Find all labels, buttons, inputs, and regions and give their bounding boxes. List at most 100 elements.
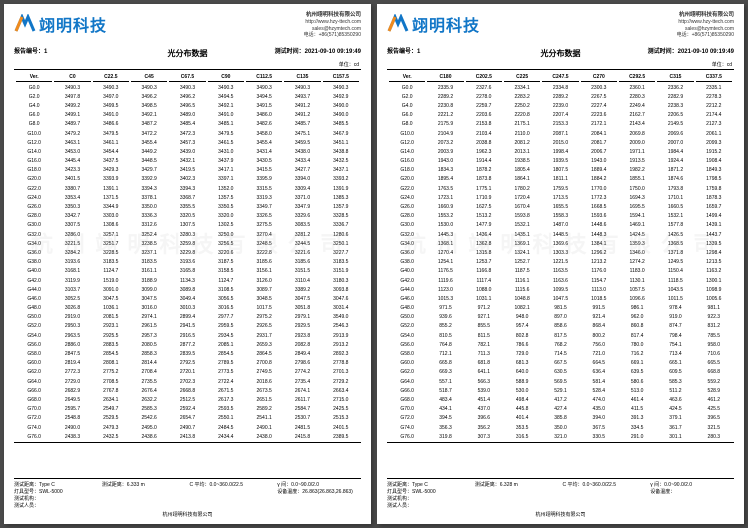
cell: 669.3 xyxy=(427,369,463,376)
cell: 2974.1 xyxy=(131,314,167,321)
cell: 868.4 xyxy=(581,323,617,330)
cell: 411.5 xyxy=(619,406,655,413)
col-header: C0 xyxy=(54,72,90,82)
table-row: G26.01660.91627.51670.41655.51668.51695.… xyxy=(389,203,732,210)
cell: 2702.3 xyxy=(169,378,205,385)
cell: 712.1 xyxy=(427,350,463,357)
cell: 2335.1 xyxy=(696,84,732,91)
cell: G66.0 xyxy=(389,387,425,394)
table-row: G20.01895.41873.81864.11811.11884.21855.… xyxy=(389,176,732,183)
cell: 391.3 xyxy=(619,415,655,422)
cell: 1005.6 xyxy=(696,295,732,302)
cell: G22.0 xyxy=(16,185,52,192)
cell: G2.0 xyxy=(389,93,425,100)
logo-text: 翊明科技 xyxy=(39,12,107,36)
cell: 461.4 xyxy=(619,396,655,403)
cell: 1668.5 xyxy=(581,203,617,210)
footer-item: 测试人员： xyxy=(387,502,471,509)
cell: G54.0 xyxy=(16,332,52,339)
cell: 831.2 xyxy=(696,323,732,330)
cell: 3320.0 xyxy=(208,213,244,220)
cell: 2775.2 xyxy=(93,369,129,376)
cell: 2649.5 xyxy=(54,396,90,403)
cell: 811.5 xyxy=(466,332,502,339)
cell: 1874.6 xyxy=(657,176,693,183)
cell: 786.6 xyxy=(504,341,540,348)
table-row: G66.02682.92767.82676.42668.82671.52673.… xyxy=(16,387,359,394)
cell: 919.0 xyxy=(657,314,693,321)
cell: 2175.9 xyxy=(427,121,463,128)
cell: 3221.5 xyxy=(54,240,90,247)
table-row: G14.02003.91962.32013.11998.42006.71971.… xyxy=(389,148,732,155)
footer-item: 测试机构： xyxy=(387,495,471,502)
table-row: G64.0557.1566.3588.9569.5581.4580.6585.3… xyxy=(389,378,732,385)
cell: G40.0 xyxy=(389,268,425,275)
company-name: 杭州翊明科技有限公司 xyxy=(677,12,734,19)
cell: G4.0 xyxy=(389,102,425,109)
cell: 1798.5 xyxy=(696,176,732,183)
cell: 1115.6 xyxy=(504,286,540,293)
cell: 2238.3 xyxy=(657,102,693,109)
cell: G12.0 xyxy=(16,139,52,146)
cell: 3220.6 xyxy=(208,249,244,256)
cell: 2174.4 xyxy=(696,112,732,119)
cell: 1710.9 xyxy=(466,194,502,201)
test-time: 测试时间：2021-09-10 09:19:49 xyxy=(648,46,734,55)
cell: 710.6 xyxy=(696,350,732,357)
cell: 557.1 xyxy=(427,378,463,385)
cell: G50.0 xyxy=(389,314,425,321)
cell: 427.4 xyxy=(542,406,578,413)
cell: 3110.4 xyxy=(284,277,320,284)
cell: 3437.1 xyxy=(323,167,359,174)
cell: 2069.8 xyxy=(619,130,655,137)
cell: 1371.5 xyxy=(93,194,129,201)
cell: 2892.3 xyxy=(323,350,359,357)
cell: G54.0 xyxy=(389,332,425,339)
cell: 3449.2 xyxy=(131,148,167,155)
cell: 1873.8 xyxy=(466,176,502,183)
cell: 321.0 xyxy=(542,433,578,440)
cell: 3320.5 xyxy=(169,213,205,220)
cell: 3485.1 xyxy=(208,121,244,128)
cell: 3492.1 xyxy=(131,112,167,119)
cell: 2143.4 xyxy=(619,121,655,128)
cell: G32.0 xyxy=(16,231,52,238)
cell: 2634.1 xyxy=(93,396,129,403)
cell: G60.0 xyxy=(16,360,52,367)
cell: 2913.2 xyxy=(323,341,359,348)
cell: 3438.0 xyxy=(284,148,320,155)
cell: 2864.5 xyxy=(246,350,282,357)
cell: 3489.7 xyxy=(54,121,90,128)
cell: 1359.3 xyxy=(619,240,655,247)
cell: 2360.1 xyxy=(619,84,655,91)
cell: 2172.1 xyxy=(581,121,617,128)
cell: 3496.2 xyxy=(169,93,205,100)
cell: 2153.3 xyxy=(542,121,578,128)
cell: 3256.5 xyxy=(208,240,244,247)
cell: 3355.5 xyxy=(169,203,205,210)
report-no: 报告编号：1 xyxy=(14,46,47,55)
cell: 1943.0 xyxy=(427,158,463,165)
cell: 1713.5 xyxy=(542,194,578,201)
company-tel: 电话：+86(571)85350290 xyxy=(304,32,361,39)
cell: 922.3 xyxy=(696,314,732,321)
table-row: G38.03193.63183.53183.53193.63187.53185.… xyxy=(16,259,359,266)
cell: 1082.1 xyxy=(504,305,540,312)
cell: 2548.8 xyxy=(54,415,90,422)
cell: 3303.0 xyxy=(93,213,129,220)
cell: 1253.7 xyxy=(466,259,502,266)
cell: 1436.4 xyxy=(466,231,502,238)
footer-item: 测试机构： xyxy=(14,495,98,502)
cell: 1864.1 xyxy=(504,176,540,183)
cell: 609.5 xyxy=(657,369,693,376)
cell: 948.0 xyxy=(504,314,540,321)
cell: 1302.5 xyxy=(208,222,244,229)
cell: G62.0 xyxy=(389,369,425,376)
cell: 3326.5 xyxy=(246,213,282,220)
cell: 2401.5 xyxy=(323,424,359,431)
table-row: G30.03307.51308.63312.61307.51302.53275.… xyxy=(16,222,359,229)
table-row: G54.02963.52925.52957.32916.52934.52931.… xyxy=(16,332,359,339)
cell: 756.0 xyxy=(581,341,617,348)
cell: 1855.1 xyxy=(619,176,655,183)
cell: 3394.3 xyxy=(131,185,167,192)
